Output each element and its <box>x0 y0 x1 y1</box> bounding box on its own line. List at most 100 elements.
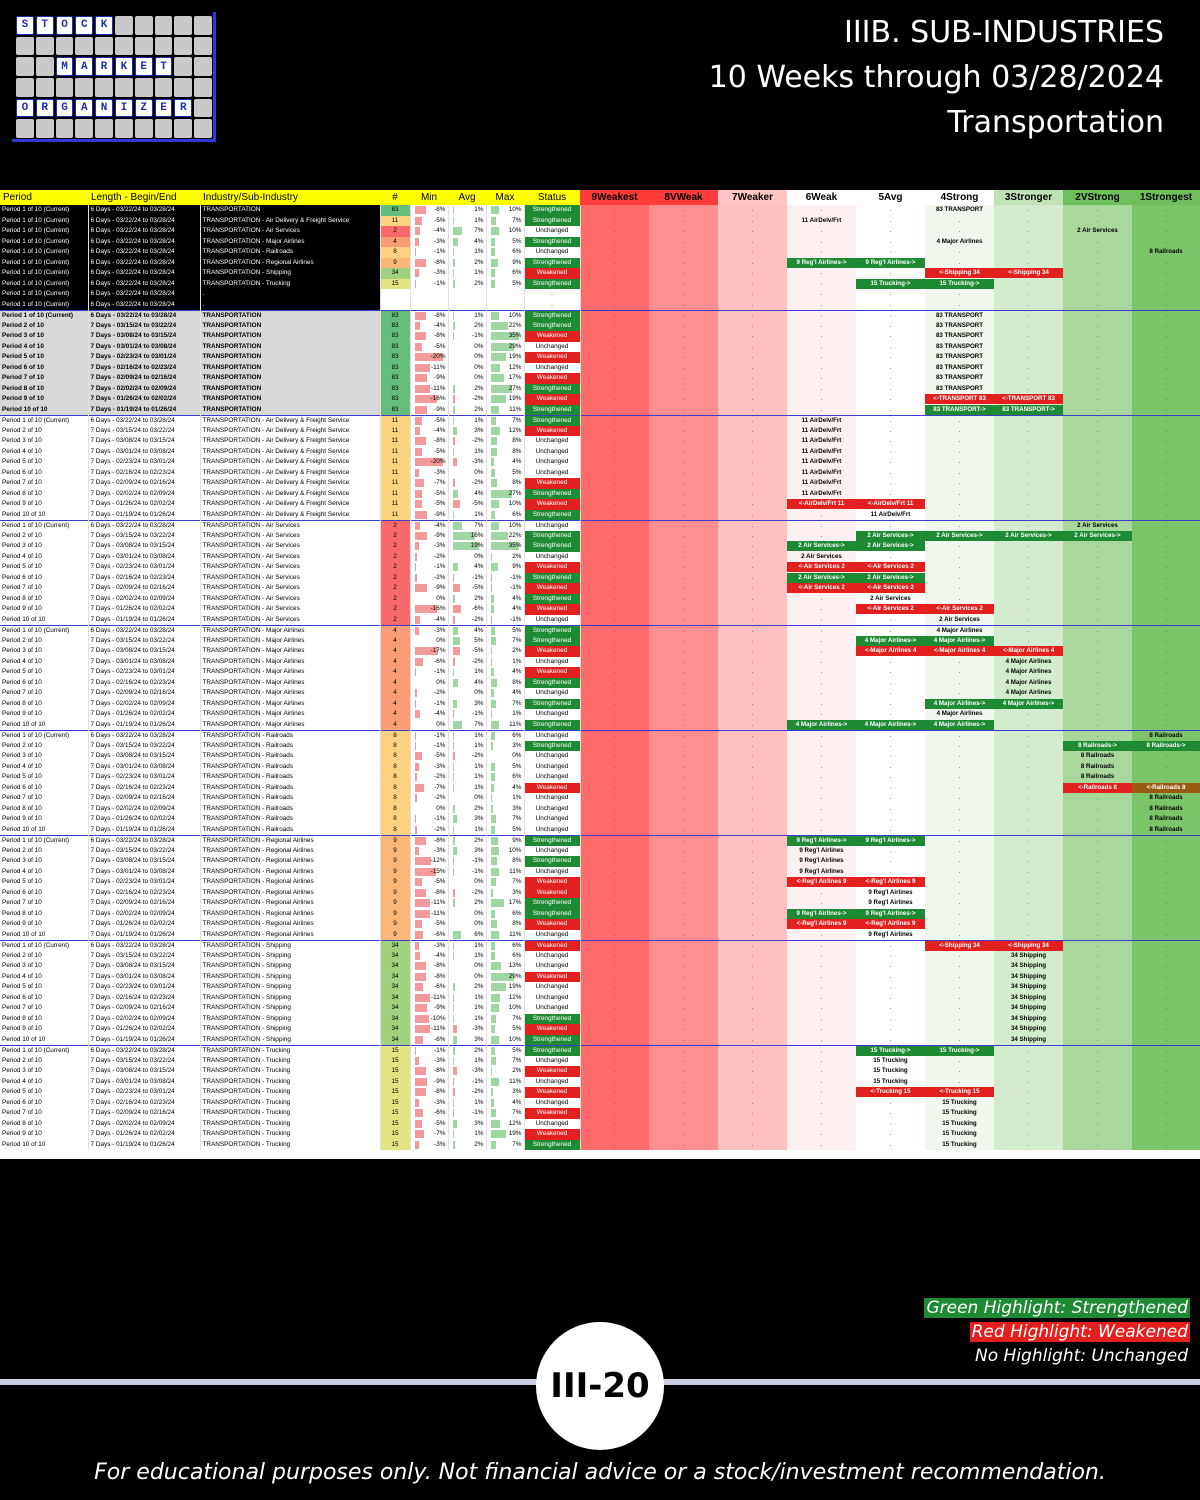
rank-label: 15 Trucking-> <box>856 1045 925 1056</box>
rank-label: <-TRANSPORT 83 <box>994 394 1063 405</box>
period-cell: Period 9 of 10 <box>0 1129 89 1140</box>
rank-cell <box>856 866 925 877</box>
rank-cell: 15 Trucking <box>925 1108 994 1119</box>
rank-cell <box>856 414 925 426</box>
data-bar <box>452 542 480 550</box>
length-cell: 7 Days - 03/08/24 to 03/15/24 <box>88 436 201 447</box>
avg-cell: 0% <box>448 919 487 930</box>
count-cell: 4 <box>380 698 411 709</box>
data-bar <box>490 1119 501 1128</box>
rank-cell <box>1063 467 1132 478</box>
table-row: Period 3 of 10 7 Days - 03/08/24 to 03/15… <box>0 961 1200 972</box>
rank-cell <box>649 1087 718 1098</box>
rank-cell <box>718 908 787 919</box>
rank-cell: 8 Railroads <box>1132 793 1200 804</box>
period-cell: Period 1 of 10 (Current) <box>0 299 89 310</box>
rank-cell <box>1132 519 1200 531</box>
length-cell: 7 Days - 01/26/24 to 02/02/24 <box>88 1024 201 1035</box>
max-cell: 6% <box>486 772 525 783</box>
rank-cell <box>856 751 925 762</box>
rank-cell <box>994 541 1063 552</box>
rank-label: 9 Reg'l Airlines <box>799 857 844 865</box>
count-cell: 83 <box>380 331 411 342</box>
avg-cell: -3% <box>448 457 487 468</box>
max-cell: 7% <box>486 814 525 825</box>
rank-cell <box>649 624 718 636</box>
data-bar <box>452 395 456 403</box>
rank-cell <box>925 1066 994 1077</box>
industry-cell: TRANSPORTATION - Shipping <box>200 961 381 972</box>
period-cell: Period 7 of 10 <box>0 1003 89 1014</box>
avg-cell: 2% <box>448 834 487 846</box>
status-badge: Strengthened <box>524 1013 581 1024</box>
rank-cell <box>580 772 649 783</box>
max-cell: 6% <box>486 950 525 961</box>
title-line-1: IIIB. SUB-INDUSTRIES <box>843 15 1164 50</box>
max-cell: 4% <box>486 782 525 793</box>
data-bar <box>490 888 493 897</box>
data-bar <box>414 783 425 792</box>
rank-cell <box>649 919 718 930</box>
rank-cell <box>718 877 787 888</box>
count-cell: 15 <box>380 1129 411 1140</box>
rank-label: 15 Trucking <box>873 1077 908 1085</box>
data-bar <box>414 321 421 330</box>
data-bar <box>414 416 422 425</box>
length-cell: 7 Days - 02/09/24 to 02/16/24 <box>88 583 201 594</box>
rank-cell <box>718 268 787 279</box>
rank-cell <box>580 488 649 499</box>
rank-cell <box>649 457 718 468</box>
rank-cell <box>1132 698 1200 709</box>
rank-cell <box>925 667 994 678</box>
data-bar <box>452 720 463 729</box>
rank-cell: <-TRANSPORT 83 <box>925 394 994 405</box>
table-row: Period 2 of 10 7 Days - 03/15/24 to 03/22… <box>0 635 1200 646</box>
avg-cell: -1% <box>448 866 487 877</box>
data-bar <box>414 846 419 855</box>
rank-cell <box>1063 299 1132 310</box>
rank-cell <box>925 457 994 468</box>
rank-cell <box>580 341 649 352</box>
rank-cell: 2 Air Services-> <box>787 572 856 583</box>
rank-cell <box>580 887 649 898</box>
avg-cell <box>448 299 487 310</box>
rank-cell: 9 Reg'l Airlines-> <box>856 257 925 268</box>
min-cell: -4% <box>410 425 449 436</box>
rank-cell: 2 Air Services <box>787 551 856 562</box>
rank-cell <box>1132 467 1200 478</box>
rank-cell: 2 Air Services-> <box>856 530 925 541</box>
length-cell: 7 Days - 02/09/24 to 02/16/24 <box>88 1108 201 1119</box>
rank-cell <box>925 1055 994 1066</box>
min-cell: -5% <box>410 488 449 499</box>
column-header: Industry/Sub-Industry <box>200 190 380 205</box>
min-cell: -20% <box>410 352 449 363</box>
length-cell: 6 Days - 03/22/24 to 03/28/24 <box>88 205 201 216</box>
rank-cell <box>1132 341 1200 352</box>
period-cell: Period 6 of 10 <box>0 572 89 583</box>
page-number-badge: III-20 <box>536 1322 664 1450</box>
rank-label: 2 Air Services-> <box>925 530 994 541</box>
period-cell: Period 1 of 10 (Current) <box>0 268 89 279</box>
status-badge: Unchanged <box>524 341 581 352</box>
min-cell: -16% <box>410 394 449 405</box>
rank-cell <box>1063 1087 1132 1098</box>
rank-cell: 83 TRANSPORT <box>925 205 994 216</box>
rank-label: 2 Air Services-> <box>787 541 856 552</box>
rank-cell <box>787 803 856 814</box>
status-badge: Unchanged <box>524 772 581 783</box>
count-cell: 4 <box>380 688 411 699</box>
count-cell: 34 <box>380 992 411 1003</box>
rank-cell <box>994 866 1063 877</box>
rank-label: 4 Major Airlines-> <box>925 635 994 646</box>
status-badge: Strengthened <box>524 404 581 415</box>
table-row: Period 10 of 10 7 Days - 01/19/24 to 01/2… <box>0 719 1200 730</box>
rank-cell <box>787 624 856 636</box>
max-cell: 5% <box>486 624 525 636</box>
period-cell: Period 7 of 10 <box>0 583 89 594</box>
min-cell: -3% <box>410 236 449 247</box>
max-cell: 17% <box>486 373 525 384</box>
rank-cell <box>787 646 856 657</box>
table-row: Period 2 of 10 7 Days - 03/15/24 to 03/22… <box>0 425 1200 436</box>
rank-cell <box>1132 551 1200 562</box>
period-cell: Period 9 of 10 <box>0 814 89 825</box>
